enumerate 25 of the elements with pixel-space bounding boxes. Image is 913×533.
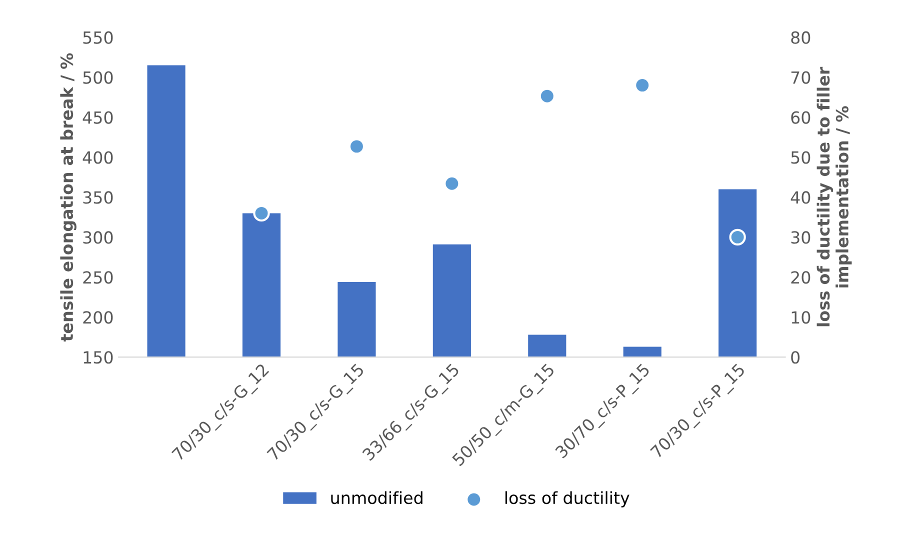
y2-tick-label: 70 xyxy=(791,71,810,84)
y-tick-label: 200 xyxy=(83,311,113,324)
y-tick-label: 500 xyxy=(83,71,113,84)
y-tick-label: 150 xyxy=(84,351,113,364)
y2-tick-label: 40 xyxy=(790,191,810,204)
point xyxy=(538,88,556,104)
legend-label: unmodified xyxy=(331,491,422,504)
y2-tick-label: 50 xyxy=(791,151,810,164)
point xyxy=(729,228,746,246)
y-tick-label: 550 xyxy=(83,31,113,44)
y2-tick-label: 0 xyxy=(791,351,800,364)
y-tick-label: 250 xyxy=(83,271,113,284)
y2-tick-label: 20 xyxy=(791,271,810,284)
y2-tick-label: 10 xyxy=(792,311,810,324)
y-tick-label: 300 xyxy=(83,231,113,244)
legend-label: loss of ductility xyxy=(505,491,630,508)
y2-tick-label: 80 xyxy=(791,31,810,44)
y-tick-label: 400 xyxy=(82,151,113,164)
y2-axis-title: loss of ductility due to filler implementation / % xyxy=(816,66,852,326)
y2-tick-label: 30 xyxy=(791,231,810,244)
y-axis-title: tensile elongation at break / % xyxy=(60,53,76,342)
y-tick-label: 350 xyxy=(83,191,113,204)
y-tick-label: 450 xyxy=(82,111,113,124)
y2-tick-label: 60 xyxy=(791,111,810,124)
point xyxy=(444,175,460,192)
